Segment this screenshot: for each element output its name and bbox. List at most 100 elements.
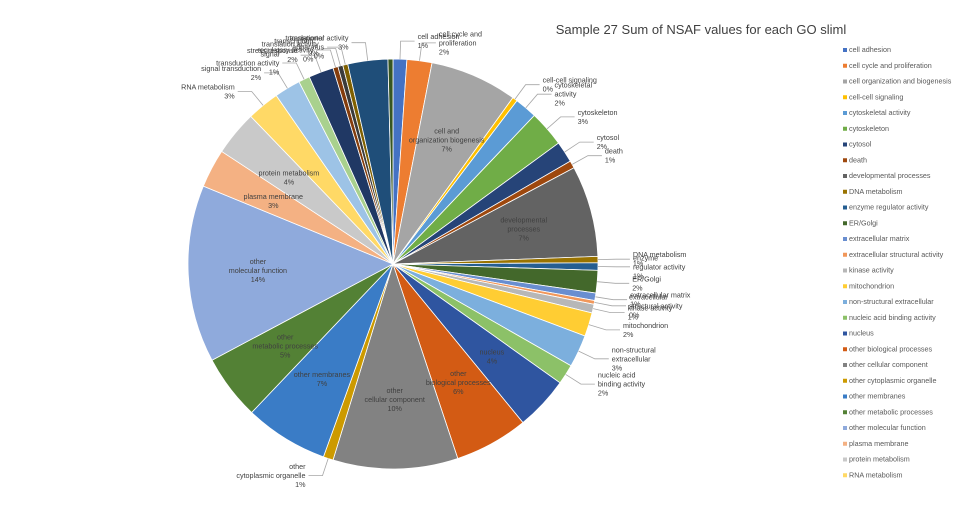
data-label-category: cell adhesion xyxy=(418,32,460,41)
legend-label-nucleus: nucleus xyxy=(849,329,874,338)
leader-line xyxy=(316,49,336,68)
pie-slice-cell-adhesion-extra xyxy=(387,58,394,265)
legend-swatch-cell-adhesion xyxy=(843,48,847,52)
legend-label-cell-cell-signaling: cell-cell signaling xyxy=(849,92,903,101)
data-label-percent: 1% xyxy=(633,259,644,268)
legend-label-cell-adhesion: cell adhesion xyxy=(849,45,891,54)
leader-line xyxy=(327,46,346,65)
data-label-category: processes xyxy=(507,224,540,233)
legend-swatch-rna-metabolism xyxy=(843,473,847,478)
legend-swatch-death xyxy=(843,158,847,163)
legend-label-extracellular-structural-activity: extracellular structural activity xyxy=(849,250,944,259)
data-label-percent: 1% xyxy=(630,300,641,309)
legend-swatch-enzyme-regulator-activity xyxy=(843,205,847,210)
legend-swatch-cell-cell-signaling xyxy=(843,95,847,100)
legend-label-kinase-activity: kinase activity xyxy=(849,266,894,275)
data-label-percent: 1% xyxy=(269,68,280,77)
leader-line xyxy=(565,374,595,385)
pie-slices xyxy=(187,58,599,470)
data-label-category: other xyxy=(289,462,306,471)
leader-line xyxy=(595,296,628,301)
data-label-percent: 10% xyxy=(388,404,403,413)
leader-line xyxy=(525,93,552,109)
data-label-category: extracellular xyxy=(629,292,668,301)
data-label-category: cell cycle and xyxy=(439,29,482,38)
data-label-category: cellular component xyxy=(365,395,425,404)
chart-title: Sample 27 Sum of NSAF values for each GO… xyxy=(556,22,847,37)
data-label-category: other xyxy=(387,386,404,395)
legend-label-other-biological-processes: other biological processes xyxy=(849,344,933,353)
data-label-percent: 6% xyxy=(453,387,464,396)
legend-swatch-other-metabolic-processes xyxy=(843,410,847,415)
leader-line xyxy=(588,324,620,331)
data-label-percent: 7% xyxy=(442,144,453,153)
data-label-percent: 4% xyxy=(284,178,295,187)
legend-swatch-cytoskeleton xyxy=(843,126,847,131)
legend: cell adhesion cell cycle and proliferatio… xyxy=(843,45,952,479)
data-label-percent: 3% xyxy=(338,43,349,52)
data-label-category: cytoplasmic organelle xyxy=(236,471,305,480)
data-label-category: cytosol xyxy=(597,133,620,142)
leader-line xyxy=(597,281,630,284)
data-label-percent: 2% xyxy=(623,330,634,339)
data-label-category: RNA metabolism xyxy=(181,83,235,92)
legend-label-cell-organization-and-biogenesis: cell organization and biogenesis xyxy=(849,77,952,86)
data-label-percent: 1% xyxy=(605,156,616,165)
data-label-percent: 2% xyxy=(598,389,609,398)
leader-line xyxy=(594,302,626,307)
data-label-category: death xyxy=(605,147,623,156)
legend-label-other-metabolic-processes: other metabolic processes xyxy=(849,407,933,416)
leader-line xyxy=(282,62,305,80)
data-label-category: transporter activity xyxy=(290,34,349,43)
data-label-category: non-structural xyxy=(612,345,656,354)
legend-label-er-golgi: ER/Golgi xyxy=(849,218,878,227)
legend-swatch-non-structural-extracellular xyxy=(843,300,847,304)
legend-swatch-other-molecular-function xyxy=(843,426,847,430)
legend-swatch-cytoskeletal-activity xyxy=(843,111,847,115)
data-label-category: translation activity xyxy=(262,40,320,49)
data-label-category: protein metabolism xyxy=(259,169,320,178)
data-label-category: structural activity xyxy=(629,301,683,310)
data-label-category: signal xyxy=(261,50,280,59)
data-label-category: organization biogenesis xyxy=(409,135,485,144)
data-label-category: ER/Golgi xyxy=(632,274,661,283)
leader-line xyxy=(321,48,341,67)
data-label-category: regulatory activity xyxy=(257,46,313,55)
legend-swatch-cell-cycle-and-proliferation xyxy=(843,63,847,68)
data-label-percent: 0% xyxy=(314,52,325,61)
data-label-category: plasma membrane xyxy=(244,192,304,201)
legend-swatch-other-cytoplasmic-organelle xyxy=(843,378,847,383)
leader-line xyxy=(308,458,329,477)
data-label-category: DNA metabolism xyxy=(633,250,687,259)
leader-line xyxy=(399,40,415,60)
legend-swatch-er-golgi xyxy=(843,221,847,226)
data-label-category: metabolic processes xyxy=(252,341,318,350)
legend-swatch-nucleic-acid-binding-activity xyxy=(843,315,847,320)
legend-swatch-extracellular-structural-activity xyxy=(843,252,847,257)
legend-label-cytoskeletal-activity: cytoskeletal activity xyxy=(849,108,911,117)
leader-line xyxy=(514,84,540,100)
legend-label-other-cytoplasmic-organelle: other cytoplasmic organelle xyxy=(849,376,937,385)
legend-label-extracellular-matrix: extracellular matrix xyxy=(849,234,910,243)
data-label-category: enzyme xyxy=(633,253,658,262)
data-label-category: cell and xyxy=(434,126,459,135)
data-label-percent: 2% xyxy=(597,142,608,151)
data-label-percent: 2% xyxy=(287,55,298,64)
legend-label-nucleic-acid-binding-activity: nucleic acid binding activity xyxy=(849,313,936,322)
data-label-category: other membranes xyxy=(294,370,351,379)
data-label-category: stress response xyxy=(247,46,298,55)
pie-slice-other-cellular-component xyxy=(332,262,459,470)
data-label-category: apparatus xyxy=(292,43,324,52)
legend-swatch-kinase-activity xyxy=(843,268,847,273)
pie-slice-other-molecular-function xyxy=(187,185,394,361)
data-label-category: other xyxy=(250,257,267,266)
legend-label-non-structural-extracellular: non-structural extracellular xyxy=(849,297,934,306)
data-label-percent: 3% xyxy=(268,201,279,210)
data-label-category: transcription xyxy=(274,37,313,46)
data-label-percent: 0% xyxy=(303,55,314,64)
data-label-category: mitochondrion xyxy=(623,321,668,330)
leader-line xyxy=(593,308,625,314)
legend-swatch-protein-metabolism xyxy=(843,457,847,462)
legend-swatch-cytosol xyxy=(843,142,847,147)
